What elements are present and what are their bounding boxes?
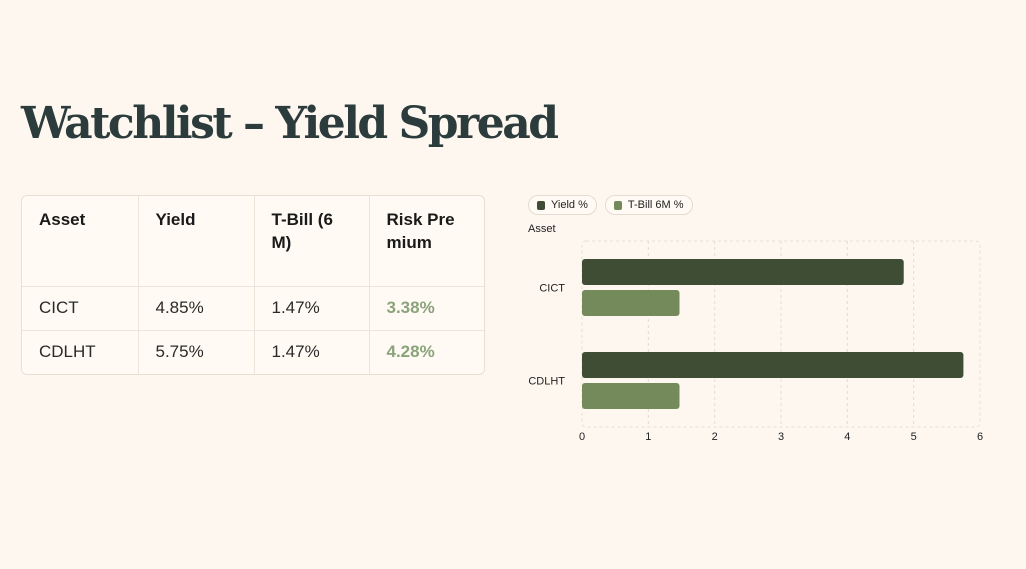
- cell-yield: 5.75%: [138, 330, 255, 374]
- x-tick-label: 0: [579, 431, 585, 443]
- table-header-row: Asset Yield T-Bill (6M) Risk Premium: [22, 196, 484, 287]
- bar-yield: [582, 259, 904, 285]
- legend-label-yield: Yield %: [551, 199, 588, 211]
- x-tick-label: 2: [712, 431, 718, 443]
- cell-tbill: 1.47%: [254, 286, 370, 331]
- x-tick-label: 4: [844, 431, 850, 443]
- table-row: CICT 4.85% 1.47% 3.38%: [22, 286, 484, 331]
- y-tick-label: CDLHT: [528, 376, 565, 388]
- table-row: CDLHT 5.75% 1.47% 4.28%: [22, 330, 484, 374]
- x-tick-label: 1: [645, 431, 651, 443]
- cell-risk-premium: 3.38%: [369, 286, 484, 331]
- cell-tbill: 1.47%: [254, 330, 370, 374]
- legend-swatch-yield: [537, 200, 545, 210]
- bar-tbill: [582, 383, 680, 409]
- cell-risk-premium: 4.28%: [386, 342, 435, 361]
- page-title: Watchlist – Yield Spread: [21, 98, 559, 149]
- legend-item-yield[interactable]: Yield %: [528, 195, 597, 215]
- cell-yield: 4.85%: [138, 286, 255, 331]
- x-tick-label: 6: [977, 431, 983, 443]
- header-yield: Yield: [138, 196, 255, 287]
- legend-swatch-tbill: [613, 200, 622, 210]
- legend-label-tbill: T-Bill 6M %: [627, 199, 684, 211]
- header-asset: Asset: [22, 196, 139, 287]
- chart-legend: Yield % T-Bill 6M %: [528, 195, 693, 215]
- y-axis-title: Asset: [528, 223, 556, 235]
- bar-chart: 0 1 2 3 4 5 6 CICT CDLHT: [528, 240, 983, 443]
- x-tick-label: 5: [911, 431, 917, 443]
- header-tbill: T-Bill (6M): [254, 196, 370, 287]
- cell-asset: CDLHT: [22, 330, 139, 374]
- yield-table: Asset Yield T-Bill (6M) Risk Premium CIC…: [21, 195, 485, 375]
- cell-asset: CICT: [22, 286, 139, 331]
- x-tick-label: 3: [778, 431, 784, 443]
- header-risk-premium: Risk Premium: [369, 196, 484, 287]
- y-tick-label: CICT: [539, 283, 565, 295]
- bar-yield: [582, 352, 964, 378]
- bar-tbill: [582, 290, 680, 316]
- legend-item-tbill[interactable]: T-Bill 6M %: [604, 195, 693, 215]
